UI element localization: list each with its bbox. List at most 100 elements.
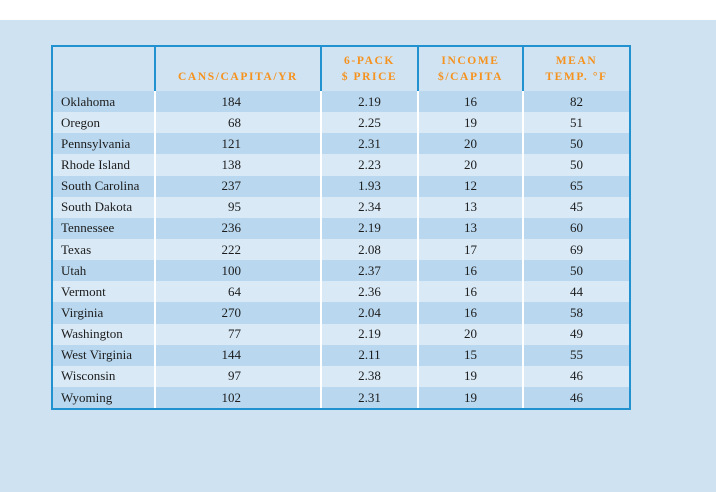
table-row: Pennsylvania 121 2.31 20 50 [53,133,629,155]
cell-temp: 69 [570,241,583,257]
table-row: Wisconsin 97 2.38 19 46 [53,365,629,387]
table-row: Wyoming 102 2.31 19 46 [53,386,629,409]
cell-temp: 50 [570,262,583,278]
cell-cans: 237 [156,175,322,197]
cell-price: 2.19 [322,323,419,345]
cell-temp: 46 [570,368,583,384]
cell-income: 12 [419,175,524,197]
table-row: Oklahoma 184 2.19 16 82 [53,91,629,113]
cell-income: 20 [419,323,524,345]
cell-income: 20 [419,133,524,155]
cell-income: 19 [419,365,524,387]
table-row: Washington 77 2.19 20 49 [53,323,629,345]
table-row: South Carolina 237 1.93 12 65 [53,175,629,197]
cell-state: South Dakota [53,196,156,218]
header-cell-income: INCOME $/CAPITA [419,47,524,91]
cell-temp: 82 [570,93,583,109]
cell-temp: 45 [570,199,583,215]
table-row: West Virginia 144 2.11 15 55 [53,344,629,366]
cell-income: 20 [419,154,524,176]
cell-state: Texas [53,238,156,261]
cell-cans: 121 [156,133,322,155]
cell-cans: 184 [156,91,322,113]
header-cell-cans: CANS/CAPITA/YR [156,47,322,91]
cell-state: Oklahoma [53,91,156,113]
header-label-line: CANS/CAPITA/YR [178,71,298,84]
table-row: Oregon 68 2.25 19 51 [53,112,629,134]
cell-state: Rhode Island [53,154,156,176]
cell-cans: 138 [156,154,322,176]
cell-cans: 270 [156,302,322,324]
cell-price: 2.36 [322,281,419,303]
table-row: Virginia 270 2.04 16 58 [53,302,629,324]
cell-cans: 97 [156,365,322,387]
cell-price: 2.25 [322,112,419,134]
cell-price: 2.19 [322,217,419,239]
cell-temp: 58 [570,304,583,320]
cell-cans: 68 [156,112,322,134]
cell-temp: 50 [570,135,583,151]
cell-price: 2.34 [322,196,419,218]
header-label-line: $ PRICE [341,71,398,84]
table-row: South Dakota 95 2.34 13 45 [53,196,629,218]
cell-income: 19 [419,112,524,134]
cell-income: 13 [419,196,524,218]
table-header-row: CANS/CAPITA/YR 6-PACK $ PRICE INCOME $/CAPIT… [53,47,629,91]
cell-temp: 60 [570,220,583,236]
cell-state: Oregon [53,112,156,134]
beer-consumption-table: CANS/CAPITA/YR 6-PACK $ PRICE INCOME $/CAPIT… [51,45,631,410]
cell-price: 2.38 [322,365,419,387]
cell-temp: 44 [570,283,583,299]
table-row: Rhode Island 138 2.23 20 50 [53,154,629,176]
cell-cans: 77 [156,323,322,345]
cell-state: South Carolina [53,175,156,197]
cell-cans: 102 [156,386,322,409]
cell-state: Vermont [53,281,156,303]
header-label-line: $/CAPITA [438,71,503,84]
cell-price: 1.93 [322,175,419,197]
cell-income: 19 [419,386,524,409]
cell-cans: 100 [156,260,322,282]
cell-state: Wisconsin [53,365,156,387]
cell-price: 2.11 [322,344,419,366]
cell-state: Washington [53,323,156,345]
cell-cans: 64 [156,281,322,303]
page-top-band [0,0,716,20]
cell-state: Tennessee [53,217,156,239]
table-body: Oklahoma 184 2.19 16 82 Oregon 68 2.25 19 51 Penns… [53,91,629,409]
cell-income: 16 [419,281,524,303]
cell-cans: 95 [156,196,322,218]
cell-income: 17 [419,238,524,261]
cell-temp: 65 [570,178,583,194]
header-cell-price: 6-PACK $ PRICE [322,47,419,91]
cell-state: West Virginia [53,344,156,366]
cell-temp: 50 [570,156,583,172]
cell-income: 16 [419,260,524,282]
cell-price: 2.19 [322,91,419,113]
cell-temp: 46 [570,389,583,405]
cell-state: Pennsylvania [53,133,156,155]
cell-income: 16 [419,302,524,324]
header-cell-state [53,47,156,91]
cell-price: 2.23 [322,154,419,176]
table-row: Tennessee 236 2.19 13 60 [53,217,629,239]
header-label-line: MEAN [555,54,598,67]
cell-income: 13 [419,217,524,239]
cell-cans: 144 [156,344,322,366]
cell-cans: 236 [156,217,322,239]
cell-temp: 49 [570,326,583,342]
cell-temp: 55 [570,347,583,363]
cell-cans: 222 [156,238,322,261]
cell-temp: 51 [570,114,583,130]
table-row: Utah 100 2.37 16 50 [53,260,629,282]
cell-price: 2.37 [322,260,419,282]
cell-income: 15 [419,344,524,366]
header-cell-temp: MEAN TEMP. °F [524,47,629,91]
table-row: Texas 222 2.08 17 69 [53,238,629,261]
header-label-line: INCOME [441,54,500,67]
header-label-line: 6-PACK [344,54,395,67]
cell-income: 16 [419,91,524,113]
cell-price: 2.31 [322,133,419,155]
cell-price: 2.31 [322,386,419,409]
cell-state: Utah [53,260,156,282]
